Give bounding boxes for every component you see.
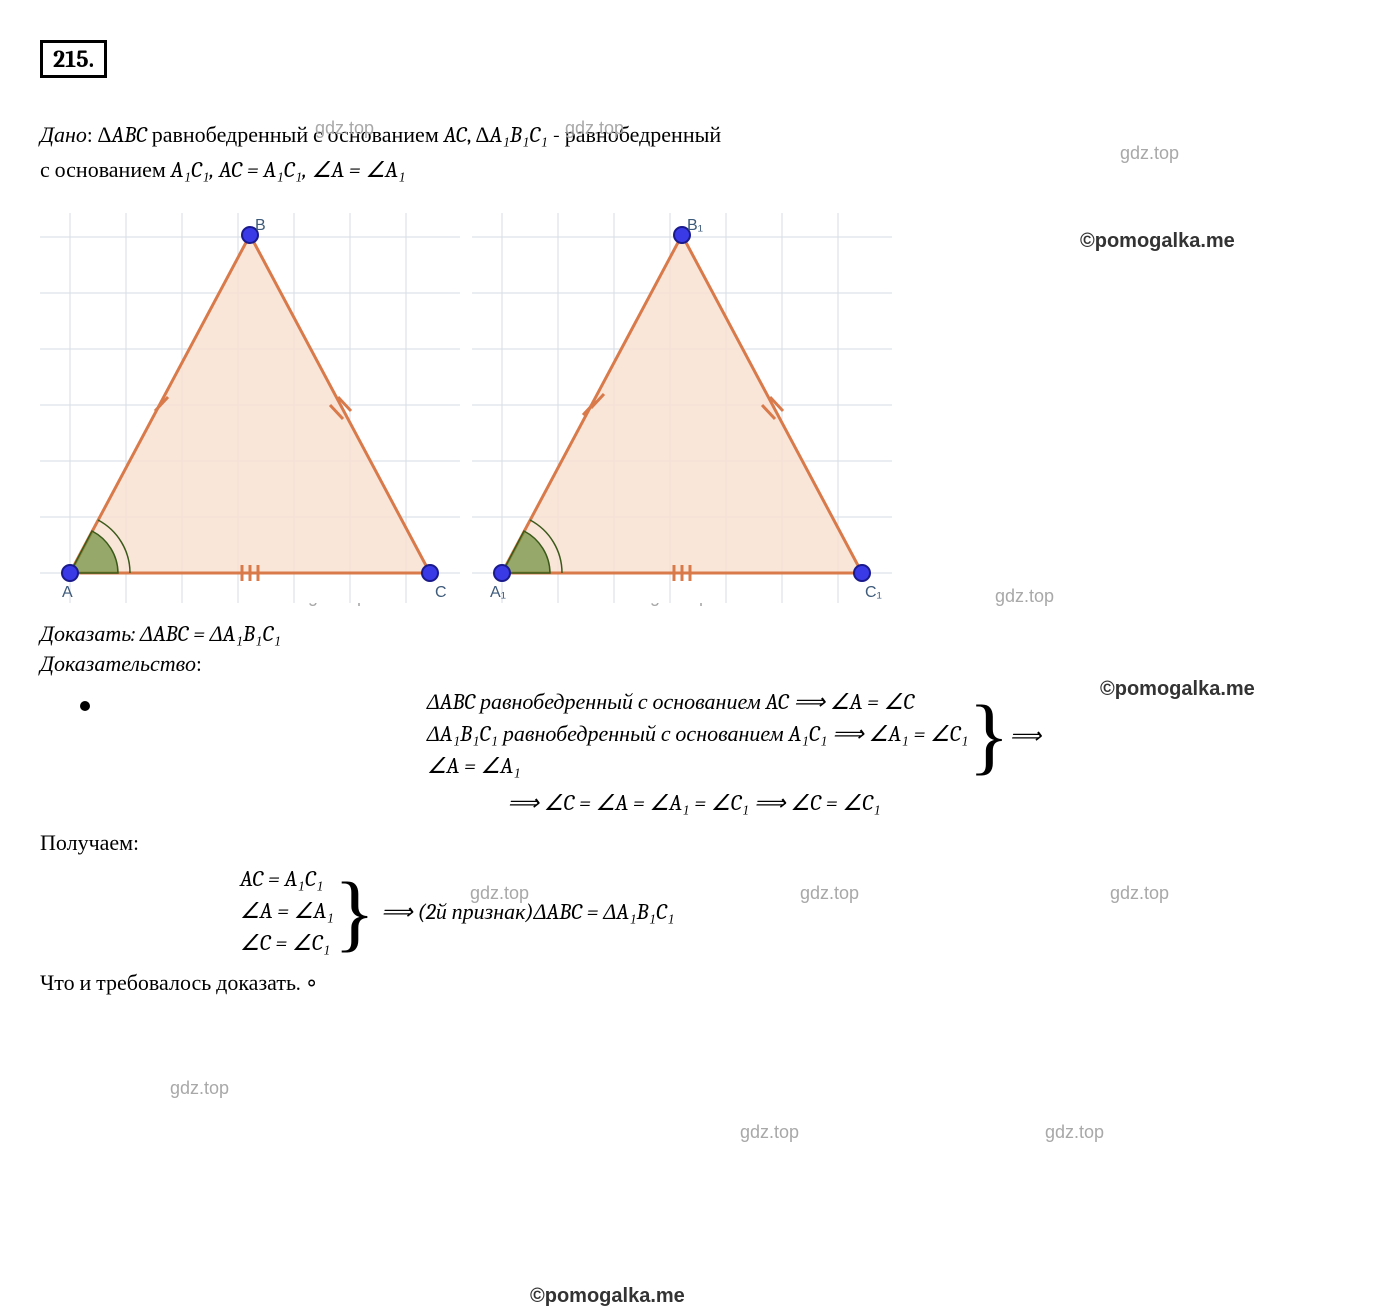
right-brace-icon: }: [334, 880, 375, 945]
right-brace-icon: }: [968, 703, 1009, 768]
given-text: , Δ: [467, 122, 490, 148]
given-text: равнобедренный с основанием: [147, 122, 444, 148]
vertex-label-c1: C₁: [865, 584, 882, 601]
watermark-gdz: gdz.top: [1120, 143, 1179, 164]
proof-colon: :: [196, 651, 202, 677]
watermark-gdz: gdz.top: [315, 118, 374, 139]
watermark-gdz: gdz.top: [740, 1122, 799, 1143]
given-label: Дано: [40, 122, 87, 148]
diagram-row: A B C: [40, 213, 1360, 603]
proof-line-2: ΔA₁B₁C₁ равнобедренный с основанием A₁C₁…: [427, 721, 969, 747]
result-block: AC = A₁C₁ ∠A = ∠A₁ ∠C = ∠C₁ } ⟹ (2й приз…: [240, 864, 1360, 960]
triangle-abc-diagram: A B C: [40, 213, 460, 603]
watermark-gdz: gdz.top: [170, 1078, 229, 1099]
vertex-label-b1: B₁: [687, 217, 703, 234]
proof-line-1: ΔABC равнобедренный с основанием AC ⟹ ∠A…: [427, 689, 915, 715]
proof-bullet-block: ΔABC равнобедренный с основанием AC ⟹ ∠A…: [40, 687, 1360, 820]
given-text: с основанием: [40, 157, 171, 183]
given-text: : Δ: [87, 122, 112, 148]
triangle-a1b1c1-diagram: A₁ B₁ C₁: [472, 213, 892, 603]
result-b2: ∠A = ∠A₁: [240, 898, 334, 924]
problem-number-box: 215.: [40, 40, 107, 78]
watermark-pomogalka: ©pomogalka.me: [530, 1285, 685, 1308]
vertex-label-a: A: [62, 584, 73, 601]
proof-line-4: ⟹ ∠C = ∠A = ∠A₁ = ∠C₁ ⟹ ∠C = ∠C₁: [28, 787, 1360, 820]
result-label: Получаем:: [40, 830, 139, 856]
vertex-label-c: C: [435, 584, 447, 601]
qed-line: Что и требовалось доказать. ∘: [40, 970, 1360, 996]
watermark-gdz: gdz.top: [1045, 1122, 1104, 1143]
given-a1c1: A₁C₁: [171, 157, 210, 183]
qed-text: Что и требовалось доказать. ∘: [40, 970, 318, 996]
result-b1: AC = A₁C₁: [240, 866, 323, 892]
page-container: ©pomogalka.me ©pomogalka.me ©pomogalka.m…: [40, 40, 1360, 996]
watermark-gdz: gdz.top: [565, 118, 624, 139]
proof-label: Доказательство: [40, 651, 196, 677]
prove-label: Доказать: [40, 621, 131, 647]
given-a1b1c1: A₁B₁C₁: [490, 122, 548, 148]
result-label-line: Получаем:: [40, 830, 1360, 856]
proof-math-block: ΔABC равнобедренный с основанием AC ⟹ ∠A…: [108, 687, 1360, 820]
proof-line-3: ∠A = ∠A₁: [427, 753, 521, 779]
result-b3: ∠C = ∠C₁: [240, 930, 330, 956]
given-ac: AC: [444, 122, 467, 148]
prove-block: Доказать: ΔABC = ΔA₁B₁C₁: [40, 621, 1360, 647]
given-abc: ABC: [112, 122, 147, 148]
given-eq: , AC = A₁C₁, ∠A = ∠A₁: [210, 157, 406, 183]
proof-label-block: Доказательство:: [40, 651, 1360, 677]
vertex-label-b: B: [255, 217, 266, 234]
vertex-label-a1: A₁: [490, 584, 506, 601]
bullet-icon: [80, 701, 90, 711]
prove-text: : ΔABC = ΔA₁B₁C₁: [131, 621, 281, 647]
implies-arrow: ⟹: [1010, 719, 1042, 752]
problem-number: 215: [53, 45, 89, 73]
result-conclusion: ⟹ (2й признак)ΔABC = ΔA₁B₁C₁: [381, 899, 674, 925]
